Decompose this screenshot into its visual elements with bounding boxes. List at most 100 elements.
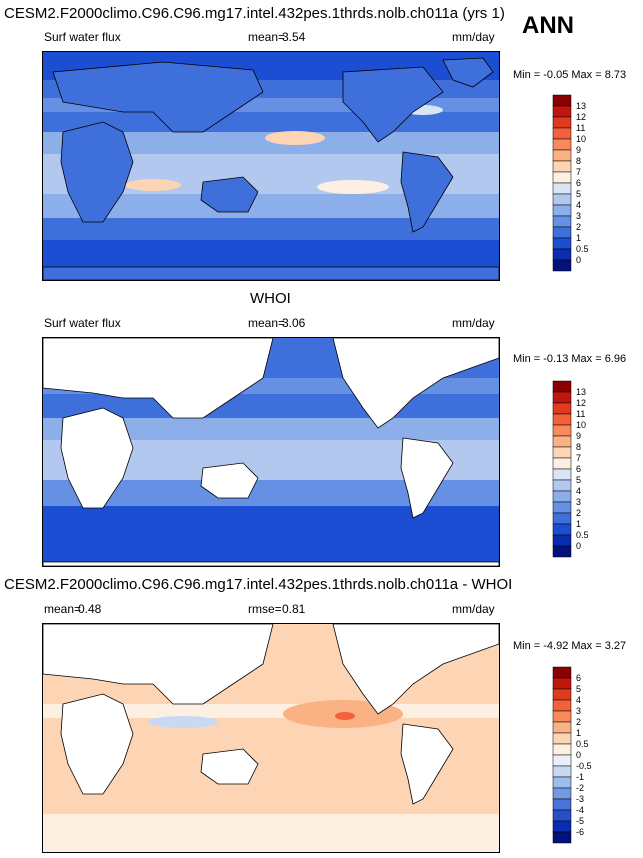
panel2-colorbar-tick-label: 9 xyxy=(576,431,581,441)
main-title: CESM2.F2000climo.C96.C96.mg17.intel.432p… xyxy=(4,5,505,22)
panel2-colorbar-swatch-0 xyxy=(552,380,572,393)
panel1-colorbar-swatch-15 xyxy=(552,259,572,272)
panel3-colorbar-swatch-8 xyxy=(552,754,572,767)
africa-outline xyxy=(60,407,134,509)
panel1-mean-value: 3.54 xyxy=(282,30,306,44)
panel2-colorbar-tick-label: 7 xyxy=(576,453,581,463)
panel1-colorbar-tick-label: 10 xyxy=(576,134,586,144)
australia-outline xyxy=(200,176,259,213)
africa-outline xyxy=(60,121,134,223)
panel3-colorbar-swatch-1 xyxy=(552,677,572,690)
panel3-colorbar-tick-label: -5 xyxy=(576,816,584,826)
panel3-colorbar-tick-label: 0.5 xyxy=(576,739,589,749)
panel2-colorbar-swatch-5 xyxy=(552,435,572,448)
panel1-colorbar-swatch-5 xyxy=(552,149,572,162)
panel3-title: CESM2.F2000climo.C96.C96.mg17.intel.432p… xyxy=(4,576,513,593)
panel3-colorbar-swatch-7 xyxy=(552,743,572,756)
pacific-max-diff xyxy=(335,712,355,720)
panel1-colorbar-swatch-7 xyxy=(552,171,572,184)
panel3-colorbar-tick-label: 6 xyxy=(576,673,581,683)
panel3-colorbar-tick-label: -0.5 xyxy=(576,761,592,771)
southern-ocean xyxy=(43,218,499,240)
antarctica-outline xyxy=(43,561,499,566)
panel1-colorbar-tick-label: 3 xyxy=(576,211,581,221)
panel1-colorbar-tick-label: 0 xyxy=(576,255,581,265)
panel3-colorbar-tick-label: -4 xyxy=(576,805,584,815)
south-america-outline xyxy=(400,723,454,805)
panel3-colorbar-swatch-4 xyxy=(552,710,572,723)
panel1-colorbar-swatch-2 xyxy=(552,116,572,129)
high-flux-pacific-s xyxy=(317,180,389,194)
panel2-units: mm/day xyxy=(452,316,495,330)
panel2-colorbar-swatch-7 xyxy=(552,457,572,470)
panel2-colorbar-swatch-4 xyxy=(552,424,572,437)
panel2-colorbar-tick-label: 1 xyxy=(576,519,581,529)
panel3-colorbar-tick-label: -6 xyxy=(576,827,584,837)
panel1-colorbar-tick-label: 2 xyxy=(576,222,581,232)
panel1-colorbar-tick-label: 12 xyxy=(576,112,586,122)
panel1-colorbar-tick-label: 4 xyxy=(576,200,581,210)
panel2-colorbar: 13 12 11 10 9 8 7 6 5 4 3 2 1 0.5 0 xyxy=(552,380,623,561)
north-america-outline xyxy=(332,624,499,715)
season-label: ANN xyxy=(522,12,574,39)
panel2-colorbar-tick-label: 0.5 xyxy=(576,530,589,540)
panel1-colorbar-tick-label: 9 xyxy=(576,145,581,155)
panel3-colorbar-swatch-5 xyxy=(552,721,572,734)
panel3-colorbar-tick-label: 4 xyxy=(576,695,581,705)
australia-outline xyxy=(200,462,259,499)
panel3-colorbar-swatch-0 xyxy=(552,666,572,679)
panel2-variable: Surf water flux xyxy=(44,316,121,330)
panel3-rmse-value: 0.81 xyxy=(282,602,306,616)
panel1-land xyxy=(43,57,499,280)
panel1-colorbar-swatch-14 xyxy=(552,248,572,261)
africa-outline xyxy=(60,693,134,795)
panel3-units: mm/day xyxy=(452,602,495,616)
panel2-colorbar-swatch-11 xyxy=(552,501,572,514)
panel3-mean-value: 0.48 xyxy=(78,602,102,616)
south-america-outline xyxy=(400,437,454,519)
panel1-map xyxy=(42,51,500,281)
panel3-colorbar-swatch-13 xyxy=(552,809,572,822)
panel2-colorbar-tick-label: 5 xyxy=(576,475,581,485)
panel3-colorbar-tick-label: -2 xyxy=(576,783,584,793)
panel2-colorbar-swatch-13 xyxy=(552,523,572,536)
panel3-colorbar-swatch-2 xyxy=(552,688,572,701)
north-america-outline xyxy=(342,66,444,143)
panel2-colorbar-tick-label: 3 xyxy=(576,497,581,507)
high-flux-indian xyxy=(125,179,181,191)
panel1-colorbar-tick-label: 5 xyxy=(576,189,581,199)
panel1-minmax: Min = -0.05 Max = 8.73 xyxy=(513,69,627,81)
panel2-colorbar-tick-label: 13 xyxy=(576,387,586,397)
panel3-colorbar-tick-label: 3 xyxy=(576,706,581,716)
panel3-colorbar: 6 5 4 3 2 1 0.5 0 -0.5 -1 -2 -3 -4 -5 -6 xyxy=(552,666,623,847)
panel1-colorbar-swatch-13 xyxy=(552,237,572,250)
panel3-map xyxy=(42,623,500,853)
panel1-colorbar-tick-label: 13 xyxy=(576,101,586,111)
panel3-colorbar-tick-label: 5 xyxy=(576,684,581,694)
panel2-land xyxy=(43,338,499,566)
panel2-colorbar-swatch-15 xyxy=(552,545,572,558)
panel1-colorbar-swatch-6 xyxy=(552,160,572,173)
antarctica-outline xyxy=(43,266,499,280)
panel1-colorbar-swatch-12 xyxy=(552,226,572,239)
panel3-rmse-label: rmse= xyxy=(248,602,282,616)
panel2-colorbar-swatch-1 xyxy=(552,391,572,404)
north-america-outline xyxy=(332,338,499,429)
panel1-mean-label: mean= xyxy=(248,30,286,44)
panel1-variable: Surf water flux xyxy=(44,30,121,44)
panel2-colorbar-tick-label: 11 xyxy=(576,409,585,419)
panel3-land xyxy=(43,624,499,805)
panel3-colorbar-swatch-9 xyxy=(552,765,572,778)
panel2-colorbar-swatch-2 xyxy=(552,402,572,415)
panel2-map xyxy=(42,337,500,567)
panel1-colorbar-tick-label: 11 xyxy=(576,123,585,133)
panel1-colorbar-swatch-8 xyxy=(552,182,572,195)
panel2-mean-value: 3.06 xyxy=(282,316,306,330)
panel1-colorbar: 13 12 11 10 9 8 7 6 5 4 3 2 1 0.5 0 xyxy=(552,94,623,275)
southern-ocean xyxy=(43,506,499,566)
panel3-mean-label: mean= xyxy=(44,602,82,616)
panel2-mean-label: mean= xyxy=(248,316,286,330)
